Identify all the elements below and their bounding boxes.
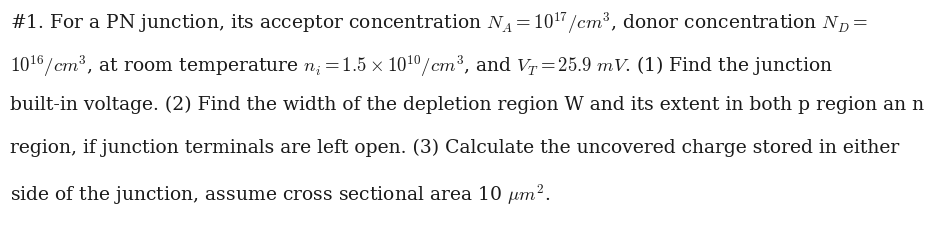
Text: region, if junction terminals are left open. (3) Calculate the uncovered charge : region, if junction terminals are left o… [10, 139, 900, 157]
Text: $10^{16}/\mathit{cm}^3$, at room temperature $n_i = 1.5 \times 10^{10}/\mathit{c: $10^{16}/\mathit{cm}^3$, at room tempera… [10, 53, 833, 79]
Text: #1. For a PN junction, its acceptor concentration $N_A = 10^{17}/\mathit{cm}^3$,: #1. For a PN junction, its acceptor conc… [10, 10, 868, 36]
Text: side of the junction, assume cross sectional area 10 $\mathit{\mu m}^2$.: side of the junction, assume cross secti… [10, 182, 550, 207]
Text: built-in voltage. (2) Find the width of the depletion region W and its extent in: built-in voltage. (2) Find the width of … [10, 96, 924, 114]
